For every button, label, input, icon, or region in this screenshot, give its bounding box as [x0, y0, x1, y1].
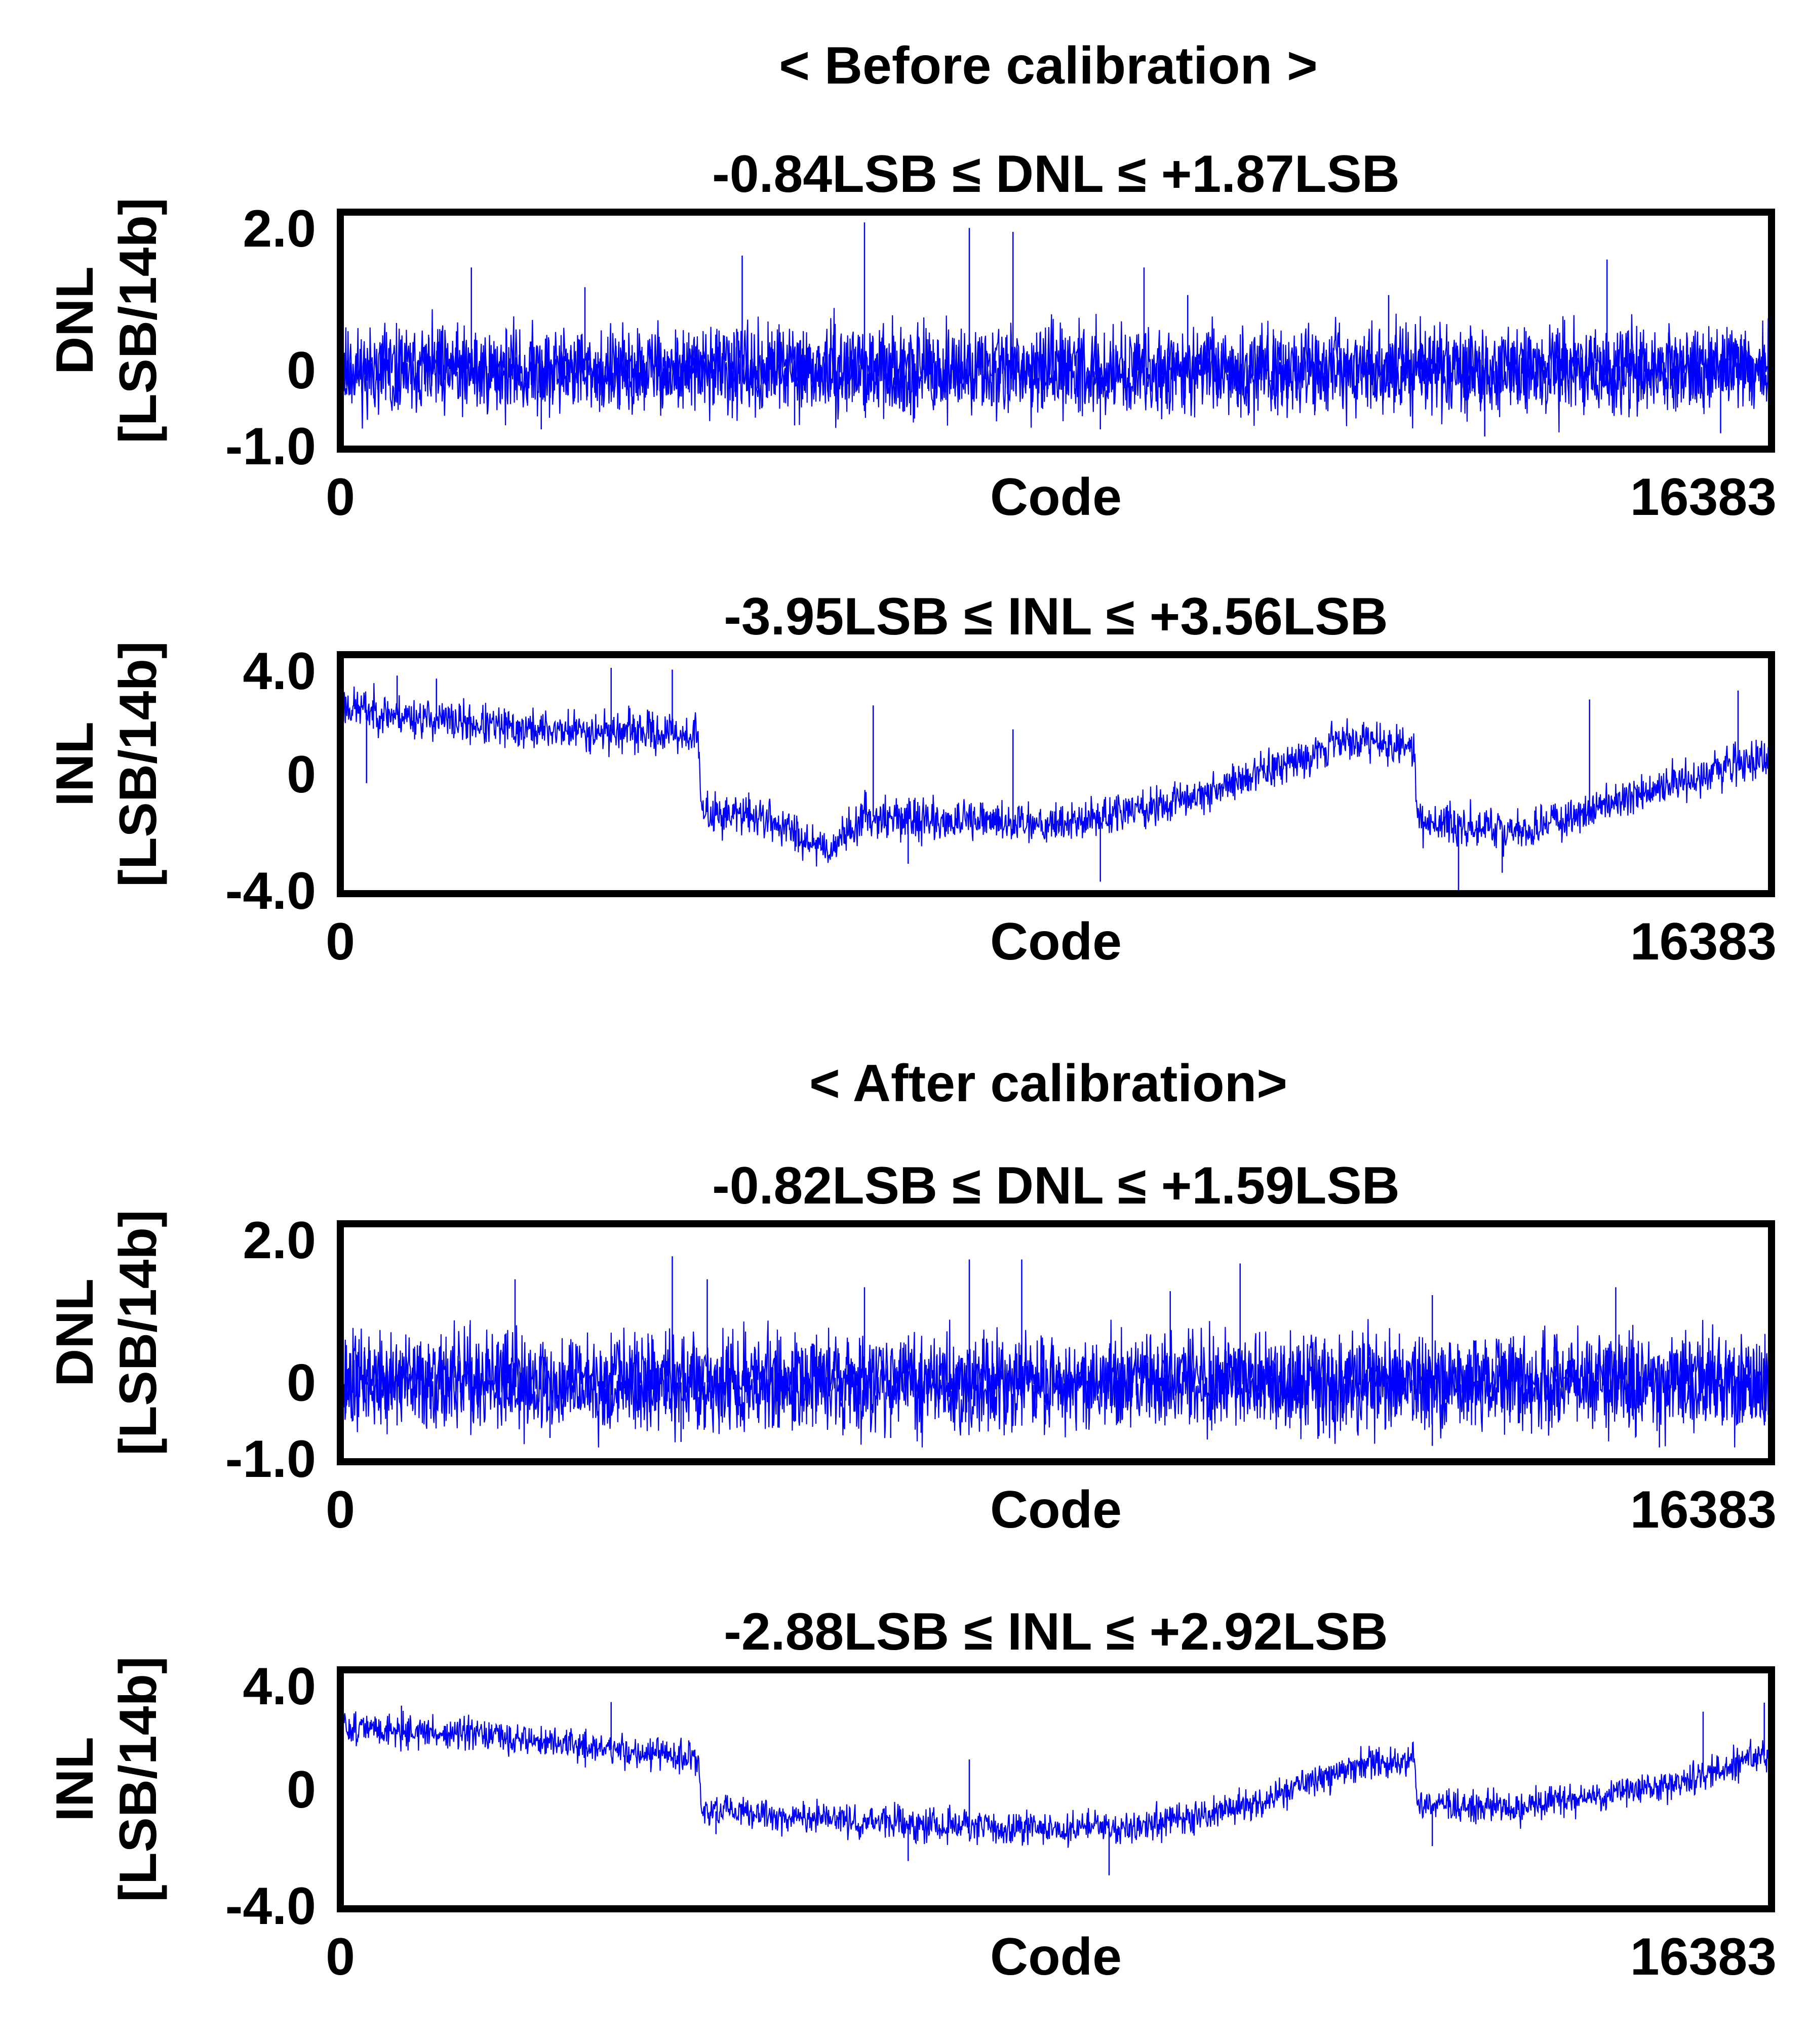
y-tick-label: 0 [287, 745, 316, 804]
y-tick-label: -4.0 [225, 1877, 316, 1936]
x-axis-label: Code [990, 468, 1122, 527]
chart-title: -0.82LSB ≤ DNL ≤ +1.59LSB [712, 1156, 1400, 1215]
y-tick-label: 4.0 [243, 642, 316, 701]
y-tick-label: 0 [287, 1353, 316, 1412]
y-axis-label-unit: [LSB/14b] [109, 1656, 168, 1902]
y-axis-label: INL [46, 722, 104, 807]
y-tick-label: -1.0 [225, 417, 316, 476]
x-axis-label: Code [990, 1928, 1122, 1986]
x-tick-label: 16383 [1630, 1928, 1777, 1986]
chart-title: -2.88LSB ≤ INL ≤ +2.92LSB [724, 1602, 1388, 1661]
y-axis-label-unit: [LSB/14b] [109, 641, 168, 887]
x-tick-label: 0 [326, 468, 355, 527]
y-axis-label: INL [46, 1737, 104, 1822]
series-line [340, 1319, 1772, 1448]
series-line [340, 1710, 1772, 1848]
y-axis-label-unit: [LSB/14b] [109, 1210, 168, 1455]
chart-title: -3.95LSB ≤ INL ≤ +3.56LSB [724, 587, 1388, 646]
y-tick-label: -4.0 [225, 862, 316, 920]
x-tick-label: 16383 [1630, 468, 1777, 527]
plot-frame [337, 1220, 1775, 1465]
x-axis-label: Code [990, 1480, 1122, 1539]
x-tick-label: 16383 [1630, 1480, 1777, 1539]
y-tick-label: 0 [287, 1760, 316, 1819]
x-tick-label: 0 [326, 1480, 355, 1539]
y-tick-label: 2.0 [243, 1211, 316, 1270]
y-axis-label: DNL [46, 1278, 104, 1387]
x-tick-label: 16383 [1630, 912, 1777, 971]
plot-frame [337, 651, 1775, 897]
series-line [340, 683, 1772, 867]
section-heading-before: < Before calibration > [779, 36, 1317, 95]
y-tick-label: 2.0 [243, 199, 316, 258]
series-line-dense [340, 322, 1772, 422]
y-tick-label: -1.0 [225, 1430, 316, 1489]
y-axis-label: DNL [46, 266, 104, 375]
x-tick-label: 0 [326, 1928, 355, 1986]
y-tick-label: 4.0 [243, 1657, 316, 1716]
y-axis-label-unit: [LSB/14b] [109, 197, 168, 443]
section-heading-after: < After calibration> [809, 1054, 1287, 1113]
chart-title: -0.84LSB ≤ DNL ≤ +1.87LSB [712, 145, 1400, 204]
plot-frame [337, 1666, 1775, 1912]
x-tick-label: 0 [326, 912, 355, 971]
plot-frame [337, 209, 1775, 453]
series-line-dense [340, 1325, 1772, 1442]
y-tick-label: 0 [287, 341, 316, 400]
x-axis-label: Code [990, 912, 1122, 971]
